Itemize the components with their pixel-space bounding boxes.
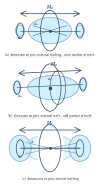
Text: (a)  dimension on pins: external toothing - even number of teeth: (a) dimension on pins: external toothing… bbox=[5, 53, 95, 57]
Ellipse shape bbox=[28, 17, 72, 44]
Text: $d_e$: $d_e$ bbox=[47, 75, 53, 83]
Ellipse shape bbox=[13, 82, 21, 94]
Text: $d_e$: $d_e$ bbox=[33, 21, 39, 28]
Ellipse shape bbox=[16, 25, 25, 36]
Ellipse shape bbox=[28, 75, 79, 100]
Text: (b)  dimension on pins: external teeth - odd number of teeth: (b) dimension on pins: external teeth - … bbox=[8, 114, 92, 118]
Ellipse shape bbox=[69, 135, 91, 161]
Text: $d_p$: $d_p$ bbox=[17, 92, 23, 99]
Ellipse shape bbox=[9, 135, 31, 161]
Text: (c)  dimensions on pins: internal toothing: (c) dimensions on pins: internal toothin… bbox=[22, 177, 78, 181]
Ellipse shape bbox=[79, 79, 87, 90]
Ellipse shape bbox=[26, 134, 74, 162]
Text: $M_e$: $M_e$ bbox=[50, 60, 58, 69]
Text: $M_i$: $M_i$ bbox=[46, 119, 54, 128]
Text: $M_e$: $M_e$ bbox=[46, 3, 54, 12]
Text: $d_p$: $d_p$ bbox=[17, 34, 23, 40]
Text: $d_p$: $d_p$ bbox=[17, 153, 23, 160]
Ellipse shape bbox=[75, 25, 84, 36]
Circle shape bbox=[36, 118, 64, 179]
Text: $d_i$: $d_i$ bbox=[30, 138, 35, 146]
